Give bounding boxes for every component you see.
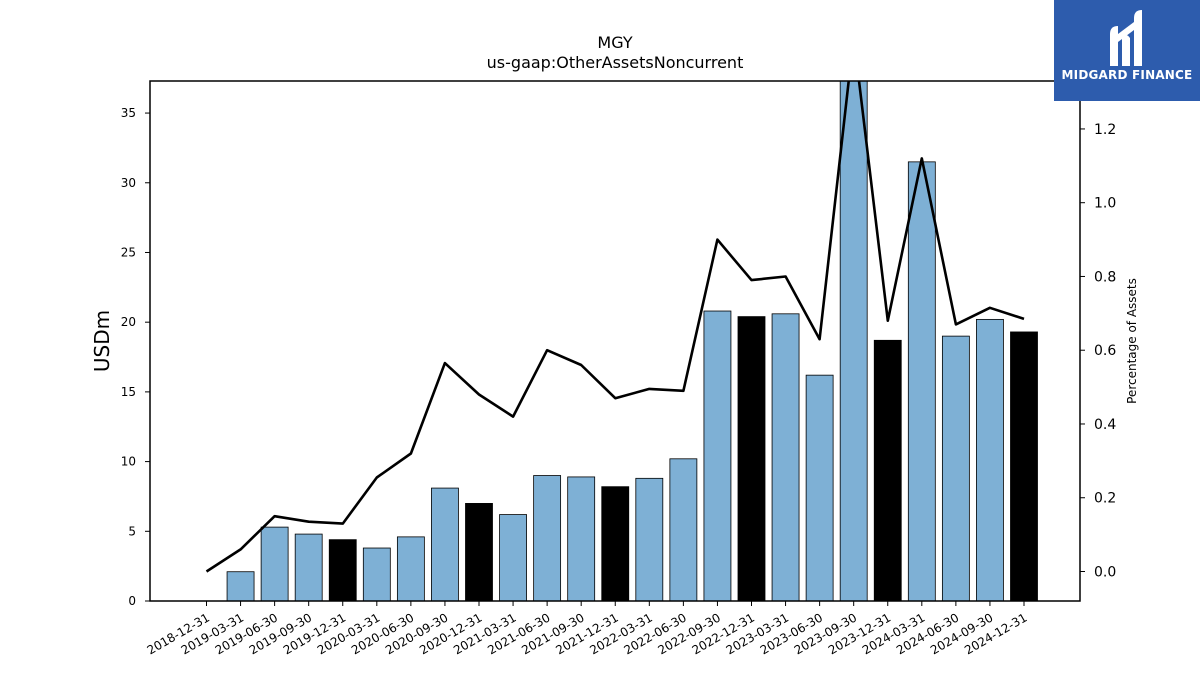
y-axis-ticks: 0 5 10 15 20 25 30 35 — [121, 106, 150, 608]
bar-2023-09-30 — [839, 81, 868, 601]
bar-2020-06-30 — [396, 536, 425, 601]
bar-2019-09-30 — [294, 533, 323, 601]
bar-2020-12-31 — [465, 503, 493, 601]
bar-2024-03-31 — [907, 161, 936, 601]
bar-2022-03-31 — [635, 477, 664, 601]
bar-2021-09-30 — [567, 476, 596, 601]
y2-tick-label: 0.0 — [1094, 564, 1116, 580]
chart-title: MGY — [597, 33, 632, 52]
logo-mark-icon — [1110, 10, 1142, 66]
bar-2022-09-30 — [703, 310, 732, 601]
y2-tick-label: 0.8 — [1094, 269, 1116, 285]
y2-tick-label: 0.2 — [1094, 491, 1116, 507]
y-tick-label: 35 — [121, 106, 136, 120]
y-tick-label: 15 — [121, 385, 136, 399]
y-tick-label: 10 — [121, 455, 136, 469]
y2-tick-label: 0.6 — [1094, 343, 1116, 359]
percentage-line-layer — [205, 81, 1025, 573]
bar-2021-06-30 — [533, 475, 562, 601]
bar-2023-06-30 — [805, 374, 834, 601]
y-tick-label: 20 — [121, 315, 136, 329]
y-axis-label: USDm — [90, 310, 114, 372]
bar-2024-06-30 — [941, 335, 970, 601]
y-tick-label: 25 — [121, 245, 136, 259]
y-tick-label: 30 — [121, 176, 136, 190]
bar-2019-12-31 — [328, 539, 357, 601]
x-axis-ticks: 2018-12-312019-03-312019-06-302019-09-30… — [145, 601, 1030, 657]
chart-subtitle: us-gaap:OtherAssetsNoncurrent — [487, 53, 744, 72]
y-tick-label: 5 — [128, 524, 136, 538]
midgard-finance-logo: MIDGARD FINANCE — [1054, 0, 1200, 101]
y-tick-label: 0 — [128, 594, 136, 608]
bar-2019-03-31 — [226, 571, 255, 601]
bar-2024-09-30 — [976, 318, 1004, 601]
bar-2021-12-31 — [601, 486, 630, 601]
percentage-of-assets-line — [205, 81, 1025, 573]
bar-2020-03-31 — [362, 547, 391, 601]
bar-2023-12-31 — [873, 339, 902, 601]
y2-axis-label: Percentage of Assets — [1125, 278, 1139, 404]
bar-2021-03-31 — [499, 514, 527, 601]
bar-2024-12-31 — [1010, 331, 1038, 601]
y2-tick-label: 1.0 — [1094, 196, 1116, 212]
y2-tick-label: 0.4 — [1094, 417, 1116, 433]
bar-2020-09-30 — [431, 487, 459, 601]
bar-2022-06-30 — [669, 458, 698, 601]
bar-2023-03-31 — [771, 313, 800, 601]
bar-2019-06-30 — [260, 526, 289, 601]
bar-2022-12-31 — [737, 316, 766, 601]
bars — [226, 81, 1038, 601]
y2-axis-ticks: 0.0 0.2 0.4 0.6 0.8 1.0 1.2 — [1080, 122, 1116, 580]
y2-tick-label: 1.2 — [1094, 122, 1116, 138]
logo-text: MIDGARD FINANCE — [1061, 68, 1193, 82]
